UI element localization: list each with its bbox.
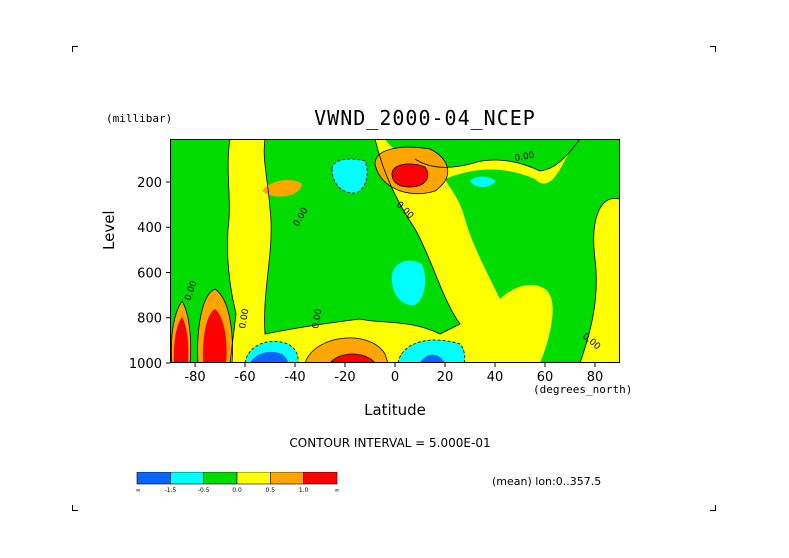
contour-label: 0.00 <box>238 308 251 330</box>
negative-minimum <box>398 339 465 363</box>
negative-minimum <box>250 351 288 363</box>
contour-interval-note: CONTOUR INTERVAL = 5.000E-01 <box>289 436 491 450</box>
y-axis-units: (millibar) <box>106 112 173 125</box>
contour-line <box>170 139 237 363</box>
y-tick-label: 600 <box>137 266 162 281</box>
x-tick-label: 80 <box>587 370 604 385</box>
crop-mark-top-left <box>72 46 78 52</box>
contour-line <box>329 353 376 363</box>
colorbar-label: -1.5 <box>164 487 176 494</box>
x-tick-label: 40 <box>487 370 504 385</box>
colorbar: -∞ -1.5 -0.5 0.0 0.5 1.0 ∞ <box>136 472 340 494</box>
negative-region <box>445 139 620 363</box>
x-tick-label: -20 <box>334 370 355 385</box>
negative-minimum <box>332 159 368 194</box>
crop-mark-bottom-left <box>72 505 78 511</box>
negative-minimum <box>420 354 445 363</box>
y-tick-label: 400 <box>137 221 162 236</box>
contour-line <box>579 197 620 363</box>
x-axis-label: Latitude <box>364 401 426 419</box>
positive-region <box>173 317 189 363</box>
colorbar-swatch <box>170 472 204 485</box>
crop-mark-bottom-right <box>710 505 716 511</box>
x-tick-label: 20 <box>437 370 454 385</box>
x-axis-units: (degrees_north) <box>533 383 633 396</box>
colorbar-label: 1.0 <box>299 487 309 494</box>
y-tick-label: 1000 <box>129 357 162 372</box>
colorbar-swatch <box>303 472 338 485</box>
chart-title: VWND_2000-04_NCEP <box>314 106 536 130</box>
x-tick-label: 0 <box>391 370 399 385</box>
colorbar-label: -∞ <box>136 487 141 494</box>
crop-mark-top-right <box>710 46 716 52</box>
contour-label: 0.00 <box>514 151 536 164</box>
contour-line <box>397 339 466 363</box>
colorbar-swatch <box>236 472 271 485</box>
colorbar-swatch <box>136 472 171 485</box>
contour-line <box>171 300 192 363</box>
contour-line <box>414 139 581 172</box>
y-tick-label: 800 <box>137 312 162 327</box>
contour-line <box>331 158 368 194</box>
positive-region <box>392 163 428 187</box>
averaging-note: (mean) lon:0..357.5 <box>492 475 602 488</box>
x-tick-label: -80 <box>184 370 205 385</box>
negative-minimum <box>470 176 496 187</box>
x-tick-label: 60 <box>537 370 554 385</box>
contour-line <box>374 146 449 195</box>
colorbar-swatch <box>203 472 238 485</box>
contour-label: 0.00 <box>311 308 324 330</box>
positive-region <box>262 179 302 197</box>
colorbar-label: ∞ <box>335 487 340 494</box>
positive-region <box>330 354 375 363</box>
negative-minimum <box>391 260 426 306</box>
contour-line <box>244 340 299 363</box>
contour-plot: 0.00 0.00 0.00 0.00 0.00 0.00 0.00 <box>170 139 620 363</box>
positive-region <box>202 309 227 363</box>
colorbar-label: 0.5 <box>266 487 276 494</box>
x-tick-label: -40 <box>284 370 305 385</box>
contour-line <box>304 337 389 363</box>
colorbar-swatch <box>270 472 304 485</box>
x-tick-label: -60 <box>234 370 255 385</box>
contour-line <box>197 288 233 363</box>
contour-line <box>263 139 461 335</box>
colorbar-label: 0.0 <box>232 487 242 494</box>
y-tick-label: 200 <box>137 176 162 191</box>
colorbar-label: -0.5 <box>198 487 210 494</box>
contour-line <box>391 163 429 188</box>
